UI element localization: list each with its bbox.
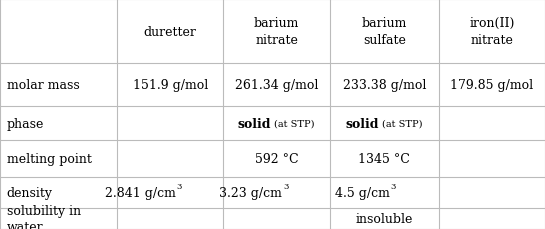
Text: iron(II)
nitrate: iron(II) nitrate [469,17,514,47]
Text: barium
nitrate: barium nitrate [254,17,299,47]
Text: 3.23 g/cm: 3.23 g/cm [219,186,282,199]
Text: (at STP): (at STP) [382,119,422,128]
Text: 1345 °C: 1345 °C [358,153,410,166]
Text: 233.38 g/mol: 233.38 g/mol [343,79,426,92]
Text: insoluble: insoluble [355,212,413,225]
Text: melting point: melting point [7,153,92,166]
Text: (at STP): (at STP) [274,119,314,128]
Text: molar mass: molar mass [7,79,79,92]
Text: 151.9 g/mol: 151.9 g/mol [132,79,208,92]
Text: duretter: duretter [144,26,197,38]
Text: 2.841 g/cm: 2.841 g/cm [105,186,176,199]
Text: solid: solid [346,117,379,130]
Text: barium
sulfate: barium sulfate [361,17,407,47]
Text: solid: solid [238,117,271,130]
Text: 3: 3 [177,182,182,190]
Text: solubility in
water: solubility in water [7,204,81,229]
Text: density: density [7,186,52,199]
Text: 3: 3 [283,182,288,190]
Text: phase: phase [7,117,44,130]
Text: 3: 3 [391,182,396,190]
Text: 179.85 g/mol: 179.85 g/mol [450,79,534,92]
Text: 592 °C: 592 °C [255,153,299,166]
Text: 261.34 g/mol: 261.34 g/mol [235,79,318,92]
Text: 4.5 g/cm: 4.5 g/cm [335,186,390,199]
